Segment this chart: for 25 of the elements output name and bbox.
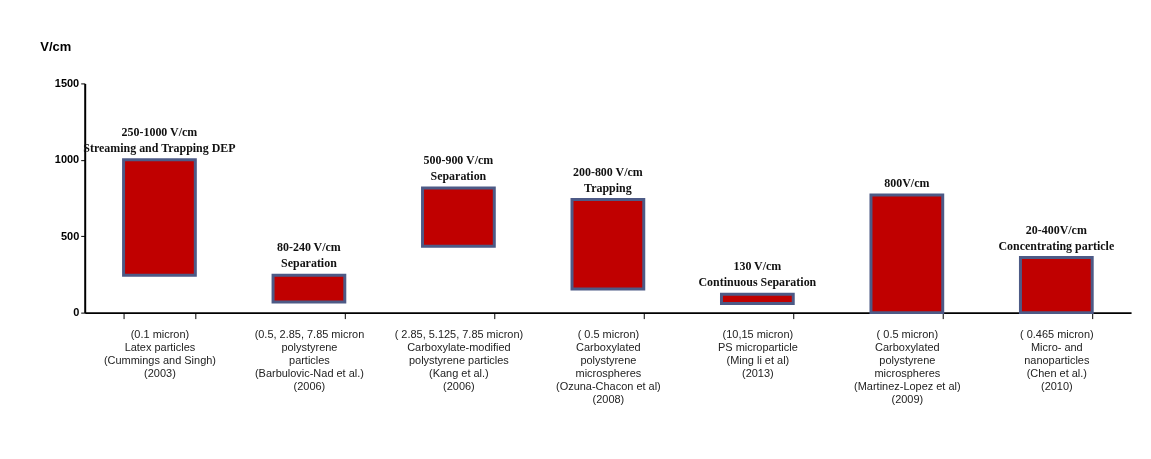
bar (271, 273, 347, 304)
bar (869, 193, 945, 315)
y-tick-label: 1000 (54, 153, 80, 166)
annotation: 200-800 V/cm Trapping (573, 164, 643, 195)
x-tick-label: ( 0.5 micron) Carboxylated polystyrene microspheres (Ozuna-Chacon et al) (2008) (556, 328, 661, 405)
bar (719, 292, 795, 305)
y-tick-label: 500 (60, 229, 80, 242)
annotation: 130 V/cm Continuous Separation (698, 259, 817, 290)
bar (570, 198, 646, 291)
bar (1018, 256, 1094, 315)
bar (122, 158, 197, 277)
y-tick-label: 0 (73, 306, 80, 319)
x-tick-label: ( 0.5 micron) Carboxylated polystyrene microspheres (Martinez-Lopez et al) (2009) (854, 328, 961, 405)
x-tick-label: (0.5, 2.85, 7.85 micron polystyrene particles (Barbulovic-Nad et al.) (2006) (254, 328, 365, 392)
x-tick-label: (0.1 micron) Latex particles (Cummings and Singh) (2003) (103, 328, 216, 379)
y-tick-label: 1500 (54, 76, 80, 89)
annotation: 800V/cm (884, 176, 930, 190)
x-tick-label: ( 2.85, 5.125, 7.85 micron) Carboxylate-modified polystyrene particles (Kang et al.) (2006) (394, 328, 524, 392)
x-tick-label: ( 0.465 micron) Micro- and nanoparticles (Chen et al.) (2010) (1020, 328, 1094, 392)
x-tick-label: (10,15 micron) PS microparticle (Ming li et al) (2013) (717, 328, 798, 379)
bar (421, 186, 496, 248)
y-axis-title: V/cm (40, 39, 72, 55)
annotation: 80-240 V/cm Separation (277, 240, 341, 271)
annotation: 20-400V/cm Concentrating particle (998, 222, 1115, 253)
annotation: 500-900 V/cm Separation (423, 153, 494, 184)
